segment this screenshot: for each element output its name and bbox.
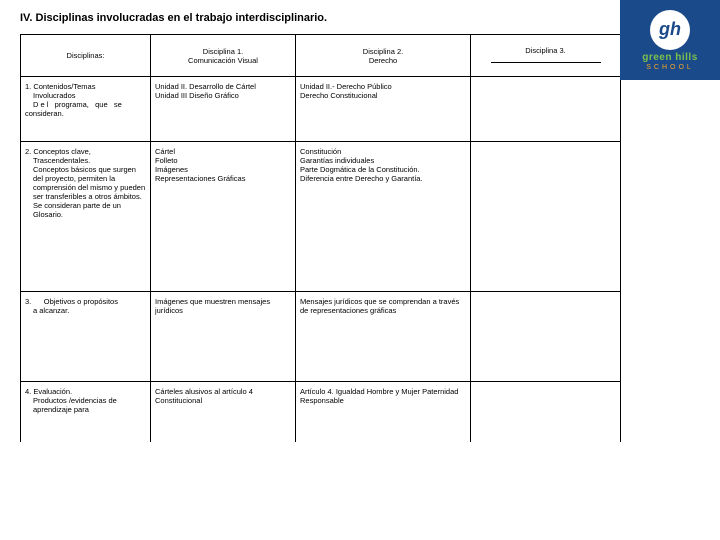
row2-c1: Cártel Folleto Imágenes Representaciones… [151,142,296,292]
table-row: 3. Objetivos o propósitos a alcanzar. Im… [21,292,621,382]
row4-label: 4. Evaluación. Productos /evidencias de … [21,382,151,442]
row2-c2: Constitución Garantías individuales Part… [296,142,471,292]
header-disc3: Disciplina 3. [471,35,621,77]
table-row: 1. Contenidos/Temas Involucrados D e l p… [21,77,621,142]
logo-gh: gh [659,19,681,40]
content-area: IV. Disciplinas involucradas en el traba… [0,0,620,442]
row2-c3 [471,142,621,292]
row2-label: 2. Conceptos clave, Trascendentales. Con… [21,142,151,292]
row4-c2: Artículo 4. Igualdad Hombre y Mujer Pate… [296,382,471,442]
disciplines-table: Disciplinas: Disciplina 1. Comunicación … [20,34,621,442]
header-disc1: Disciplina 1. Comunicación Visual [151,35,296,77]
row3-label: 3. Objetivos o propósitos a alcanzar. [21,292,151,382]
brand-sub: SCHOOL [646,64,694,71]
page-title: IV. Disciplinas involucradas en el traba… [20,12,614,24]
row4-c3 [471,382,621,442]
table-row: 2. Conceptos clave, Trascendentales. Con… [21,142,621,292]
row1-c3 [471,77,621,142]
row3-c1: Imágenes que muestren mensajes jurídicos [151,292,296,382]
table-header-row: Disciplinas: Disciplina 1. Comunicación … [21,35,621,77]
row1-label: 1. Contenidos/Temas Involucrados D e l p… [21,77,151,142]
row1-c1: Unidad II. Desarrollo de Cártel Unidad I… [151,77,296,142]
brand-name: green hills [642,52,698,63]
logo-circle: gh [650,10,690,50]
row4-c1: Cárteles alusivos al artículo 4 Constitu… [151,382,296,442]
row3-c2: Mensajes jurídicos que se comprendan a t… [296,292,471,382]
header-disciplinas: Disciplinas: [21,35,151,77]
row1-c2: Unidad II.- Derecho Público Derecho Cons… [296,77,471,142]
header-disc2: Disciplina 2. Derecho [296,35,471,77]
brand-stripe: gh green hills SCHOOL [620,0,720,80]
table-row: 4. Evaluación. Productos /evidencias de … [21,382,621,442]
row3-c3 [471,292,621,382]
